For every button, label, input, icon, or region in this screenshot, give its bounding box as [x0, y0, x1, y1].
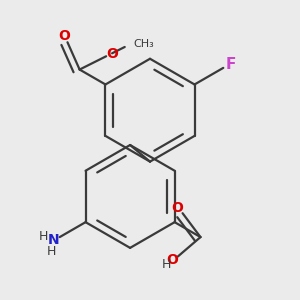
- Text: CH₃: CH₃: [133, 39, 154, 49]
- Text: H: H: [39, 230, 48, 243]
- Text: F: F: [225, 57, 236, 72]
- Text: O: O: [107, 46, 118, 61]
- Text: H: H: [47, 245, 56, 258]
- Text: H: H: [162, 258, 171, 271]
- Text: N: N: [48, 233, 60, 248]
- Text: O: O: [58, 29, 70, 43]
- Text: O: O: [166, 254, 178, 267]
- Text: O: O: [172, 201, 184, 215]
